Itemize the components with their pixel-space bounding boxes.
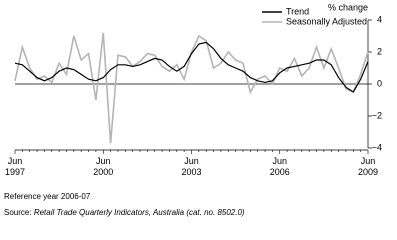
x-tick-label: Jun 2009 [357, 156, 379, 177]
legend-label: Trend [286, 6, 309, 16]
source: Source: Retail Trade Quarterly Indicator… [4, 208, 245, 217]
source-title: Retail Trade Quarterly Indicators, Austr… [33, 208, 245, 217]
y-tick-label: 4 [377, 14, 382, 24]
reference-note: Reference year 2006-07 [4, 192, 91, 201]
y-axis-label: % change [328, 2, 368, 12]
x-tick-label: Jun 2006 [269, 156, 290, 177]
legend-label: Seasonally Adjusted [286, 16, 367, 26]
chart: % change −4 −2 0 2 4 Trend Seasonally Adjusted… [4, 2, 382, 217]
x-tick-label: Jun 1997 [4, 156, 26, 177]
y-tick-label: 0 [377, 78, 382, 88]
series-line [14, 41, 369, 93]
x-tick-label: Jun 2000 [93, 156, 114, 177]
x-tick-label: Jun 2003 [181, 156, 202, 177]
y-tick-label: −2 [372, 110, 382, 120]
y-tick-label: 2 [377, 46, 382, 56]
series-line [14, 32, 369, 144]
y-tick-label: −4 [372, 142, 382, 152]
source-prefix: Source: [4, 208, 32, 217]
